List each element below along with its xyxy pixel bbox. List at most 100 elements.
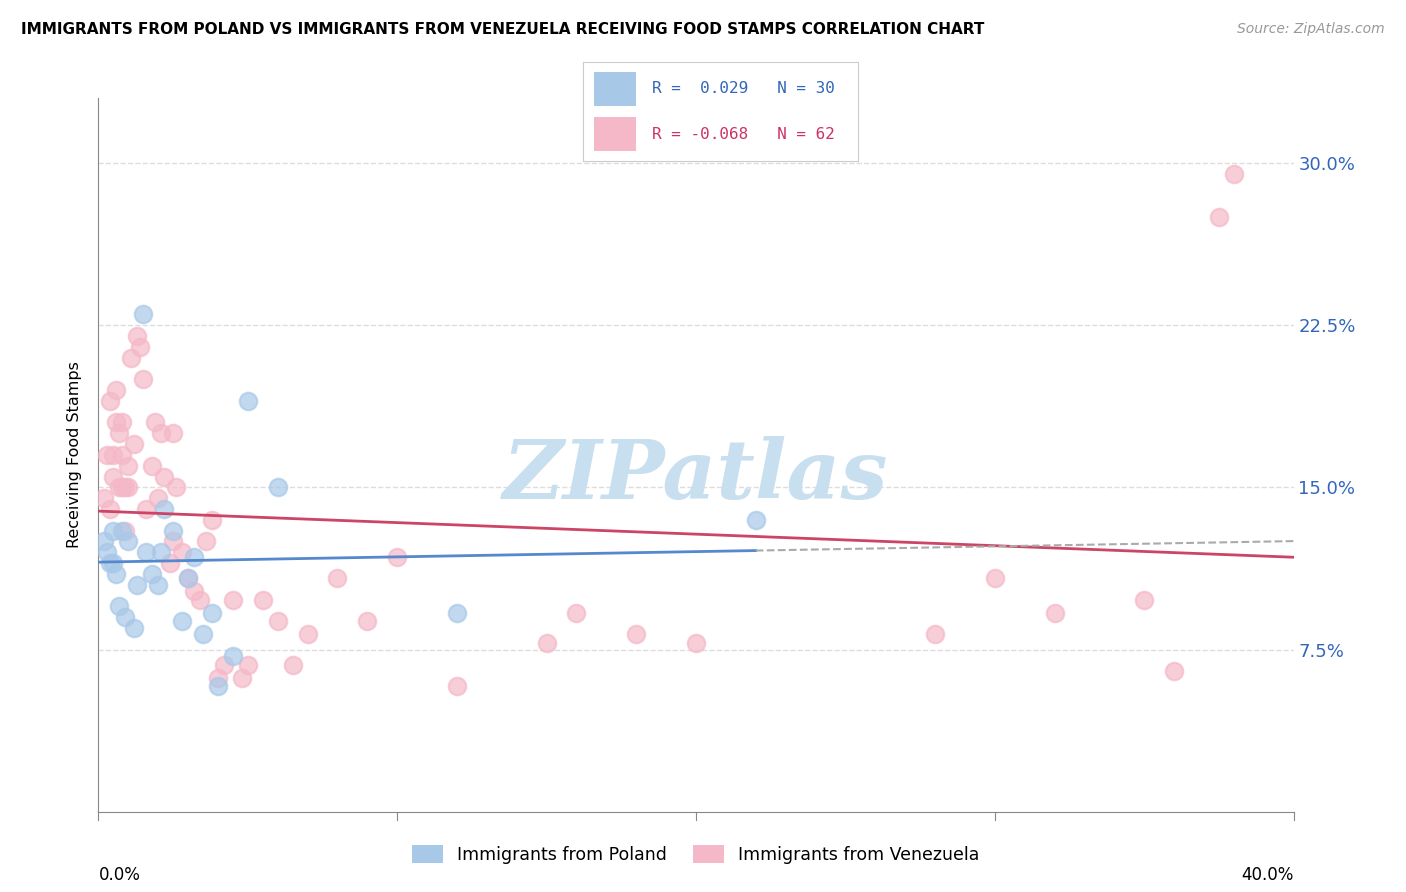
Point bbox=[177, 571, 200, 585]
Point bbox=[207, 679, 229, 693]
Point bbox=[446, 679, 468, 693]
Point bbox=[150, 545, 173, 559]
Point bbox=[111, 524, 134, 538]
Point bbox=[124, 437, 146, 451]
FancyBboxPatch shape bbox=[595, 72, 636, 105]
Point bbox=[143, 416, 166, 430]
Point bbox=[141, 566, 163, 581]
Text: R =  0.029   N = 30: R = 0.029 N = 30 bbox=[652, 81, 835, 96]
Point bbox=[93, 534, 115, 549]
Point bbox=[165, 480, 187, 494]
Point bbox=[108, 480, 131, 494]
Point bbox=[117, 480, 139, 494]
Point bbox=[1208, 210, 1230, 224]
Point bbox=[183, 584, 205, 599]
Point bbox=[183, 549, 205, 564]
Point bbox=[105, 566, 128, 581]
Point bbox=[1043, 606, 1066, 620]
Point bbox=[201, 606, 224, 620]
Point bbox=[124, 621, 146, 635]
Point bbox=[103, 448, 125, 462]
Point bbox=[626, 627, 648, 641]
Point bbox=[536, 636, 558, 650]
Point bbox=[685, 636, 707, 650]
Point bbox=[201, 513, 224, 527]
Point bbox=[356, 615, 378, 629]
Text: R = -0.068   N = 62: R = -0.068 N = 62 bbox=[652, 127, 835, 142]
Point bbox=[191, 627, 214, 641]
Point bbox=[114, 480, 136, 494]
Point bbox=[177, 571, 200, 585]
Point bbox=[148, 577, 170, 591]
Point bbox=[100, 556, 122, 570]
Text: 0.0%: 0.0% bbox=[98, 866, 141, 884]
Point bbox=[162, 426, 184, 441]
Point bbox=[127, 329, 149, 343]
Point bbox=[120, 351, 142, 365]
Point bbox=[148, 491, 170, 505]
Point bbox=[129, 340, 152, 354]
Point bbox=[153, 469, 176, 483]
Point bbox=[127, 577, 149, 591]
Point bbox=[297, 627, 319, 641]
Point bbox=[231, 671, 253, 685]
Point bbox=[236, 393, 259, 408]
Point bbox=[150, 426, 173, 441]
Point bbox=[132, 307, 155, 321]
Point bbox=[100, 393, 122, 408]
Text: 40.0%: 40.0% bbox=[1241, 866, 1294, 884]
Point bbox=[1133, 592, 1156, 607]
Point bbox=[236, 657, 259, 672]
Text: ZIPatlas: ZIPatlas bbox=[503, 436, 889, 516]
Point bbox=[93, 491, 115, 505]
Point bbox=[132, 372, 155, 386]
Point bbox=[114, 610, 136, 624]
Point bbox=[108, 599, 131, 614]
Point bbox=[105, 416, 128, 430]
Point bbox=[188, 592, 211, 607]
Point bbox=[446, 606, 468, 620]
Point bbox=[100, 502, 122, 516]
Point bbox=[111, 480, 134, 494]
Point bbox=[108, 426, 131, 441]
Point bbox=[111, 448, 134, 462]
Point bbox=[153, 502, 176, 516]
Point bbox=[162, 534, 184, 549]
Point bbox=[745, 513, 768, 527]
Text: IMMIGRANTS FROM POLAND VS IMMIGRANTS FROM VENEZUELA RECEIVING FOOD STAMPS CORREL: IMMIGRANTS FROM POLAND VS IMMIGRANTS FRO… bbox=[21, 22, 984, 37]
Point bbox=[281, 657, 304, 672]
FancyBboxPatch shape bbox=[595, 118, 636, 151]
Point bbox=[984, 571, 1007, 585]
Point bbox=[103, 469, 125, 483]
Point bbox=[172, 545, 194, 559]
Point bbox=[117, 458, 139, 473]
Point bbox=[212, 657, 235, 672]
Legend: Immigrants from Poland, Immigrants from Venezuela: Immigrants from Poland, Immigrants from … bbox=[405, 838, 987, 871]
Point bbox=[135, 545, 157, 559]
Point bbox=[207, 671, 229, 685]
Text: Source: ZipAtlas.com: Source: ZipAtlas.com bbox=[1237, 22, 1385, 37]
Point bbox=[326, 571, 349, 585]
Point bbox=[114, 524, 136, 538]
Point bbox=[103, 524, 125, 538]
Point bbox=[135, 502, 157, 516]
Point bbox=[111, 416, 134, 430]
Point bbox=[103, 556, 125, 570]
Point bbox=[172, 615, 194, 629]
Point bbox=[565, 606, 588, 620]
Point bbox=[195, 534, 218, 549]
Point bbox=[267, 480, 290, 494]
Point bbox=[141, 458, 163, 473]
Y-axis label: Receiving Food Stamps: Receiving Food Stamps bbox=[67, 361, 83, 549]
Point bbox=[385, 549, 409, 564]
Point bbox=[267, 615, 290, 629]
Point bbox=[252, 592, 274, 607]
Point bbox=[222, 592, 245, 607]
Point bbox=[117, 534, 139, 549]
Point bbox=[105, 383, 128, 397]
Point bbox=[96, 545, 118, 559]
Point bbox=[1223, 167, 1246, 181]
Point bbox=[1163, 664, 1185, 678]
Point bbox=[159, 556, 181, 570]
Point bbox=[162, 524, 184, 538]
